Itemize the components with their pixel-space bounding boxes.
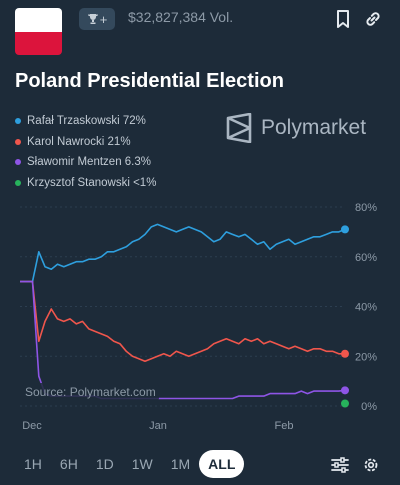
- volume-label: $32,827,384 Vol.: [128, 9, 234, 25]
- range-tab-1w[interactable]: 1W: [131, 456, 153, 472]
- x-tick-label: Dec: [22, 420, 42, 432]
- range-tab-6h[interactable]: 6H: [59, 456, 78, 472]
- legend-item-trzaskowski: Rafał Trzaskowski 72%: [15, 111, 156, 132]
- price-chart[interactable]: 0% 20% 40% 60% 80% Dec Jan Feb: [0, 195, 400, 435]
- chart-legend: Rafał Trzaskowski 72% Karol Nawrocki 21%…: [15, 111, 156, 193]
- polymarket-logo-icon: [226, 113, 252, 143]
- legend-item-stanowski: Krzysztof Stanowski <1%: [15, 173, 156, 194]
- time-range-tabs: 1H 6H 1D 1W 1M ALL: [15, 450, 245, 478]
- x-tick-label: Feb: [275, 420, 294, 432]
- gear-icon[interactable]: [362, 456, 380, 474]
- bookmark-icon[interactable]: [335, 9, 351, 29]
- y-tick-label: 80%: [355, 202, 377, 214]
- y-tick-label: 40%: [355, 302, 377, 314]
- y-tick-label: 60%: [355, 252, 377, 264]
- trophy-plus: +: [99, 11, 108, 27]
- series-line: [20, 280, 345, 362]
- x-tick-label: Jan: [149, 420, 167, 432]
- series-end-marker: [341, 225, 349, 234]
- legend-label: Krzysztof Stanowski <1%: [27, 176, 157, 189]
- legend-item-mentzen: Sławomir Mentzen 6.3%: [15, 152, 156, 173]
- link-icon[interactable]: [363, 9, 383, 29]
- legend-label: Sławomir Mentzen 6.3%: [27, 156, 151, 169]
- series-line: [20, 280, 346, 400]
- series-line: [20, 223, 346, 283]
- legend-dot: [15, 179, 21, 186]
- logo-text: Polymarket: [261, 116, 367, 139]
- filter-sliders-icon[interactable]: [330, 456, 350, 474]
- page-title: Poland Presidential Election: [15, 70, 284, 92]
- legend-dot: [15, 138, 21, 145]
- range-tab-all[interactable]: ALL: [199, 450, 245, 478]
- trophy-icon: [87, 14, 98, 24]
- trophy-button[interactable]: +: [79, 8, 115, 30]
- source-label: Source: Polymarket.com: [22, 383, 159, 401]
- legend-dot: [15, 118, 21, 125]
- series-end-marker: [341, 399, 349, 408]
- legend-label: Karol Nawrocki 21%: [27, 135, 131, 148]
- range-tab-1d[interactable]: 1D: [95, 456, 114, 472]
- legend-item-nawrocki: Karol Nawrocki 21%: [15, 132, 156, 153]
- y-tick-label: 0%: [361, 401, 377, 413]
- polymarket-logo: Polymarket: [225, 113, 366, 143]
- series-end-marker: [341, 349, 349, 358]
- legend-label: Rafał Trzaskowski 72%: [27, 115, 146, 128]
- legend-dot: [15, 159, 21, 166]
- range-tab-1m[interactable]: 1M: [170, 456, 191, 472]
- y-tick-label: 20%: [355, 351, 377, 363]
- poland-flag-icon: [15, 8, 62, 55]
- range-tab-1h[interactable]: 1H: [24, 456, 42, 472]
- series-end-marker: [341, 386, 349, 395]
